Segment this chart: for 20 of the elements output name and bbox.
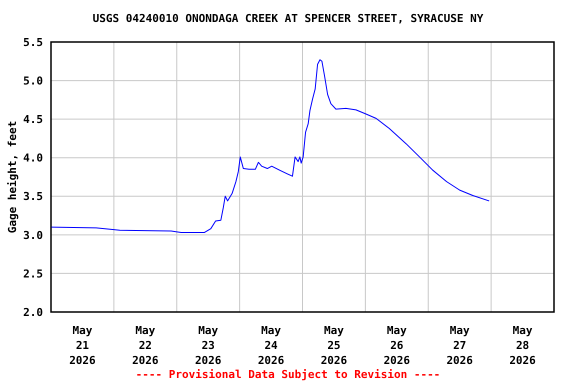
x-tick-label: May 23 2026: [194, 324, 222, 367]
y-tick-label: 2.0: [23, 306, 43, 319]
y-tick-label: 2.5: [23, 267, 43, 280]
x-tick-label: May 26 2026: [384, 324, 410, 367]
x-tick-label: May 24 2026: [258, 324, 285, 367]
x-tick-label: May 28 2026: [509, 324, 536, 367]
chart-title: USGS 04240010 ONONDAGA CREEK AT SPENCER STREET, SYRACUSE NY: [92, 12, 484, 25]
y-axis-title: Gage height, feet: [6, 120, 19, 234]
x-tick-label: May 27 2026: [446, 324, 474, 367]
y-tick-label: 4.5: [23, 113, 43, 126]
x-tick-label: May 22 2026: [132, 324, 159, 367]
y-tick-label: 5.5: [23, 36, 43, 49]
y-tick-label: 4.0: [23, 152, 43, 165]
x-tick-label: May 25 2026: [320, 324, 348, 367]
y-tick-label: 5.0: [23, 74, 43, 88]
text: ---- Provisional Data Subject to Revision ----: [134, 368, 442, 381]
x-tick-label: May 21 2026: [69, 324, 96, 367]
y-tick-label: 3.0: [23, 228, 43, 242]
y-tick-label: 3.5: [23, 190, 43, 204]
line-series: [51, 59, 490, 234]
